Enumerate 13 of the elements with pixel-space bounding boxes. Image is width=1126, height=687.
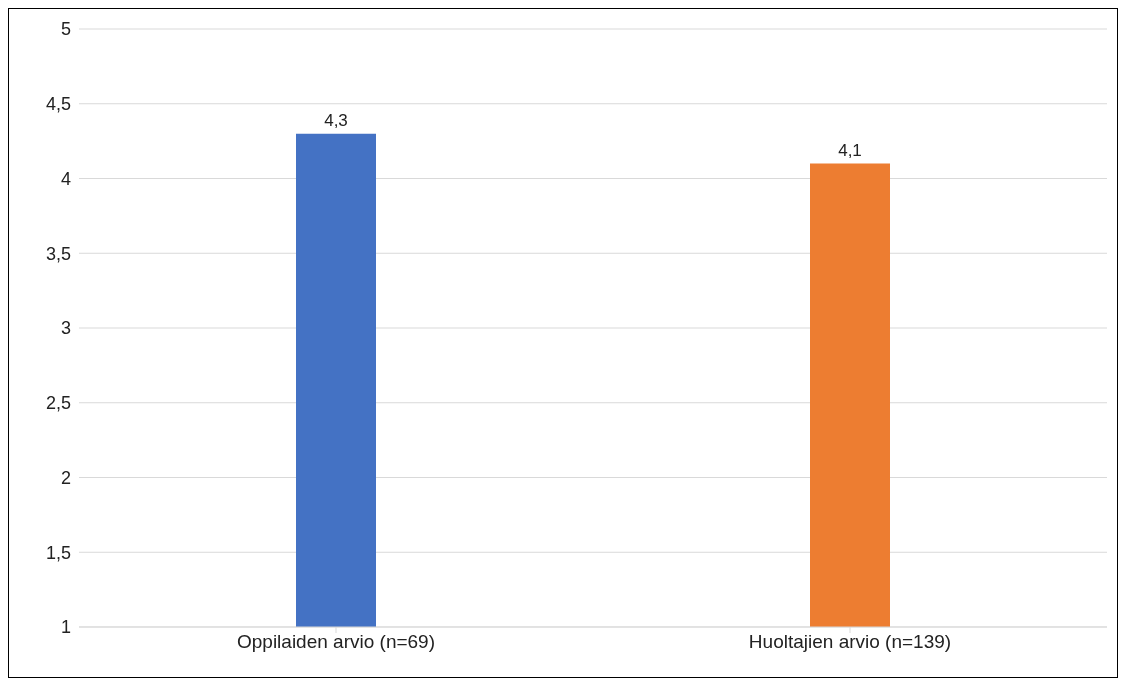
x-tick-label: Huoltajien arvio (n=139) [748, 631, 952, 653]
y-tick-label: 4 [60, 168, 71, 189]
y-tick-label: 2,5 [45, 393, 71, 414]
y-tick-label: 3 [60, 318, 71, 339]
y-tick-label: 4,5 [45, 94, 71, 115]
y-tick-label: 3,5 [45, 243, 71, 264]
y-tick-label: 2 [60, 467, 71, 488]
y-tick-label: 1 [60, 617, 71, 638]
y-tick-label: 1,5 [45, 542, 71, 563]
data-label: 4,3 [324, 110, 348, 130]
x-tick-label: Oppilaiden arvio (n=69) [236, 631, 436, 653]
data-label: 4,1 [838, 140, 862, 160]
y-tick-label: 5 [60, 19, 71, 40]
